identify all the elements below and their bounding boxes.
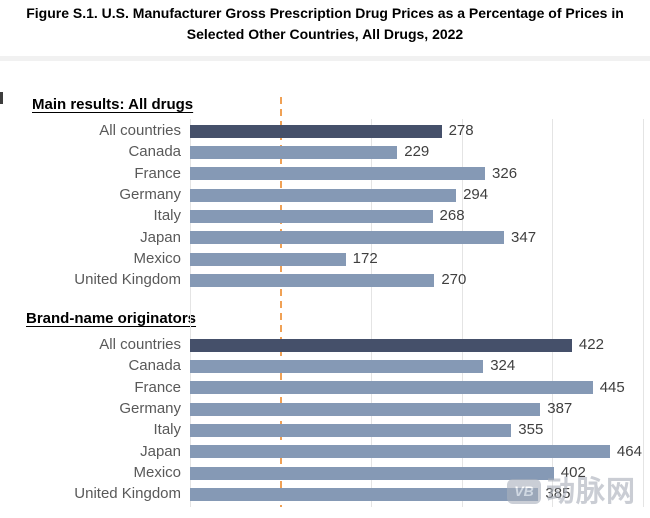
category-label: United Kingdom bbox=[74, 271, 181, 289]
category-label: Italy bbox=[153, 421, 181, 439]
category-label: Mexico bbox=[133, 250, 181, 268]
value-label: 324 bbox=[490, 357, 516, 375]
figure-title-line-2: Selected Other Countries, All Drugs, 202… bbox=[186, 26, 464, 42]
bar-germany bbox=[190, 188, 457, 202]
bar-all-countries bbox=[190, 338, 572, 352]
bar-france bbox=[190, 167, 486, 181]
category-label: United Kingdom bbox=[74, 485, 181, 503]
category-label: Canada bbox=[128, 143, 181, 161]
bar-united-kingdom bbox=[190, 487, 539, 501]
category-label: Mexico bbox=[133, 464, 181, 482]
bar-france bbox=[190, 381, 593, 395]
figure-title: Figure S.1. U.S. Manufacturer Gross Pres… bbox=[0, 3, 650, 45]
bar-united-kingdom bbox=[190, 273, 435, 287]
gridline bbox=[552, 119, 553, 507]
value-label: 294 bbox=[463, 186, 489, 204]
y-axis-line bbox=[190, 119, 191, 507]
bar-italy bbox=[190, 423, 512, 437]
reference-line-100pct bbox=[279, 97, 282, 507]
value-label: 402 bbox=[560, 464, 586, 482]
category-label: France bbox=[134, 164, 181, 182]
category-label: Germany bbox=[119, 186, 181, 204]
value-label: 268 bbox=[439, 207, 465, 225]
bar-canada bbox=[190, 359, 484, 373]
bar-mexico bbox=[190, 466, 554, 480]
category-label: Japan bbox=[140, 228, 181, 246]
category-label: Italy bbox=[153, 207, 181, 225]
category-label: Germany bbox=[119, 400, 181, 418]
bar-japan bbox=[190, 231, 505, 245]
bar-canada bbox=[190, 145, 398, 159]
category-label: All countries bbox=[99, 336, 181, 353]
bar-italy bbox=[190, 209, 433, 223]
value-label: 229 bbox=[404, 143, 430, 161]
category-label: Canada bbox=[128, 357, 181, 375]
value-label: 172 bbox=[352, 250, 378, 268]
section-header-main-results: Main results: All drugs bbox=[32, 96, 194, 113]
value-label: 278 bbox=[448, 122, 474, 139]
category-label: Japan bbox=[140, 442, 181, 460]
value-label: 347 bbox=[511, 228, 537, 246]
value-label: 445 bbox=[599, 378, 625, 396]
title-divider-rule bbox=[0, 56, 650, 61]
bar-all-countries bbox=[190, 124, 442, 138]
gridline bbox=[642, 119, 644, 507]
left-edge-crop-mark bbox=[0, 92, 3, 104]
value-label: 385 bbox=[545, 485, 571, 503]
section-header-brand-name-originators: Brand-name originators bbox=[26, 310, 197, 327]
value-label: 422 bbox=[578, 336, 604, 353]
bar-japan bbox=[190, 445, 610, 459]
value-label: 464 bbox=[616, 442, 642, 460]
value-label: 326 bbox=[492, 164, 518, 182]
value-label: 355 bbox=[518, 421, 544, 439]
value-label: 387 bbox=[547, 400, 573, 418]
value-label: 270 bbox=[441, 271, 467, 289]
bar-germany bbox=[190, 402, 541, 416]
category-label: All countries bbox=[99, 122, 181, 139]
figure-title-line-1: Figure S.1. U.S. Manufacturer Gross Pres… bbox=[26, 5, 624, 21]
gridline bbox=[461, 119, 463, 507]
bar-mexico bbox=[190, 252, 346, 266]
gridline bbox=[371, 119, 372, 507]
category-label: France bbox=[134, 378, 181, 396]
